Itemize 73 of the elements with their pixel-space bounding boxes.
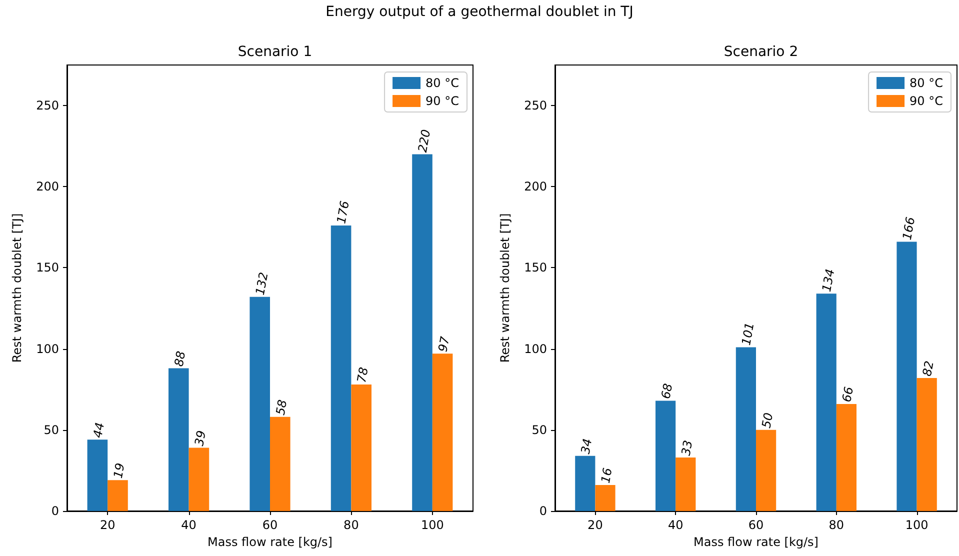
bar xyxy=(270,416,290,511)
data-label: 176 xyxy=(334,199,352,225)
legend-label: 80 °C xyxy=(910,76,944,90)
data-label: 58 xyxy=(273,398,290,416)
y-tick-label: 50 xyxy=(532,422,547,437)
legend-label: 80 °C xyxy=(426,76,460,90)
x-tick-label: 60 xyxy=(748,518,764,532)
y-tick-label: 150 xyxy=(36,260,59,275)
bar xyxy=(432,354,453,511)
data-label: 166 xyxy=(900,216,918,241)
data-label: 220 xyxy=(415,128,434,154)
x-tick-label: 20 xyxy=(100,518,116,532)
y-tick-label: 150 xyxy=(524,260,547,275)
data-label: 66 xyxy=(840,385,856,404)
data-label: 68 xyxy=(658,382,676,400)
text: Energy output of a geothermal doublet in TJ xyxy=(324,4,634,20)
data-label: 19 xyxy=(110,462,128,480)
data-label: 101 xyxy=(739,321,757,346)
chart-title: Scenario 1 xyxy=(238,44,312,60)
y-tick-label: 0 xyxy=(51,504,59,518)
bar xyxy=(575,456,596,511)
bar xyxy=(412,154,432,511)
y-axis-title: Rest warmth doublet [TJ] xyxy=(10,213,24,363)
y-tick-label: 0 xyxy=(539,504,547,518)
bar xyxy=(168,368,189,511)
bar xyxy=(816,294,836,511)
bar xyxy=(188,448,210,511)
data-label: 33 xyxy=(678,439,696,457)
y-axis-title: Rest warmth doublet [TJ] xyxy=(498,213,512,363)
x-tick-label: 60 xyxy=(262,518,278,532)
data-label: 39 xyxy=(192,429,208,447)
bar xyxy=(250,296,270,511)
legend-label: 90 °C xyxy=(910,94,944,108)
x-axis-title: Mass flow rate [kg/s] xyxy=(694,534,818,549)
x-tick-label: 80 xyxy=(344,518,359,532)
bar xyxy=(916,378,937,511)
bar xyxy=(351,384,372,511)
data-label: 78 xyxy=(354,366,371,384)
bar xyxy=(836,404,856,511)
data-label: 132 xyxy=(252,271,271,296)
data-label: 16 xyxy=(598,466,615,484)
x-tick-label: 40 xyxy=(668,518,684,532)
data-label: 88 xyxy=(172,350,188,368)
bar xyxy=(736,347,756,511)
y-tick-label: 50 xyxy=(44,422,59,437)
y-tick-label: 100 xyxy=(524,342,547,356)
bar xyxy=(108,480,128,511)
data-label: 44 xyxy=(90,421,107,439)
bar xyxy=(756,430,776,511)
data-label: 50 xyxy=(759,411,776,430)
bar xyxy=(87,440,108,511)
bar xyxy=(896,242,917,511)
x-axis-title: Mass flow rate [kg/s] xyxy=(208,534,332,549)
x-tick-label: 20 xyxy=(588,518,603,532)
bar xyxy=(330,226,352,511)
x-tick-label: 100 xyxy=(905,518,928,532)
y-tick-label: 200 xyxy=(36,180,59,194)
bar xyxy=(595,485,616,511)
bar xyxy=(656,400,676,511)
y-tick-label: 200 xyxy=(524,180,547,194)
bar xyxy=(676,457,696,511)
y-tick-label: 100 xyxy=(36,342,59,356)
chart-title: Scenario 2 xyxy=(724,44,798,60)
data-label: 97 xyxy=(436,335,452,353)
x-tick-label: 40 xyxy=(181,518,196,532)
data-label: 134 xyxy=(819,268,838,293)
x-tick-label: 80 xyxy=(828,518,844,532)
data-label: 82 xyxy=(920,360,936,378)
data-label: 34 xyxy=(578,438,595,456)
legend-label: 90 °C xyxy=(426,94,460,108)
y-tick-label: 250 xyxy=(524,98,547,113)
x-tick-label: 100 xyxy=(420,518,444,532)
y-tick-label: 250 xyxy=(36,98,59,113)
